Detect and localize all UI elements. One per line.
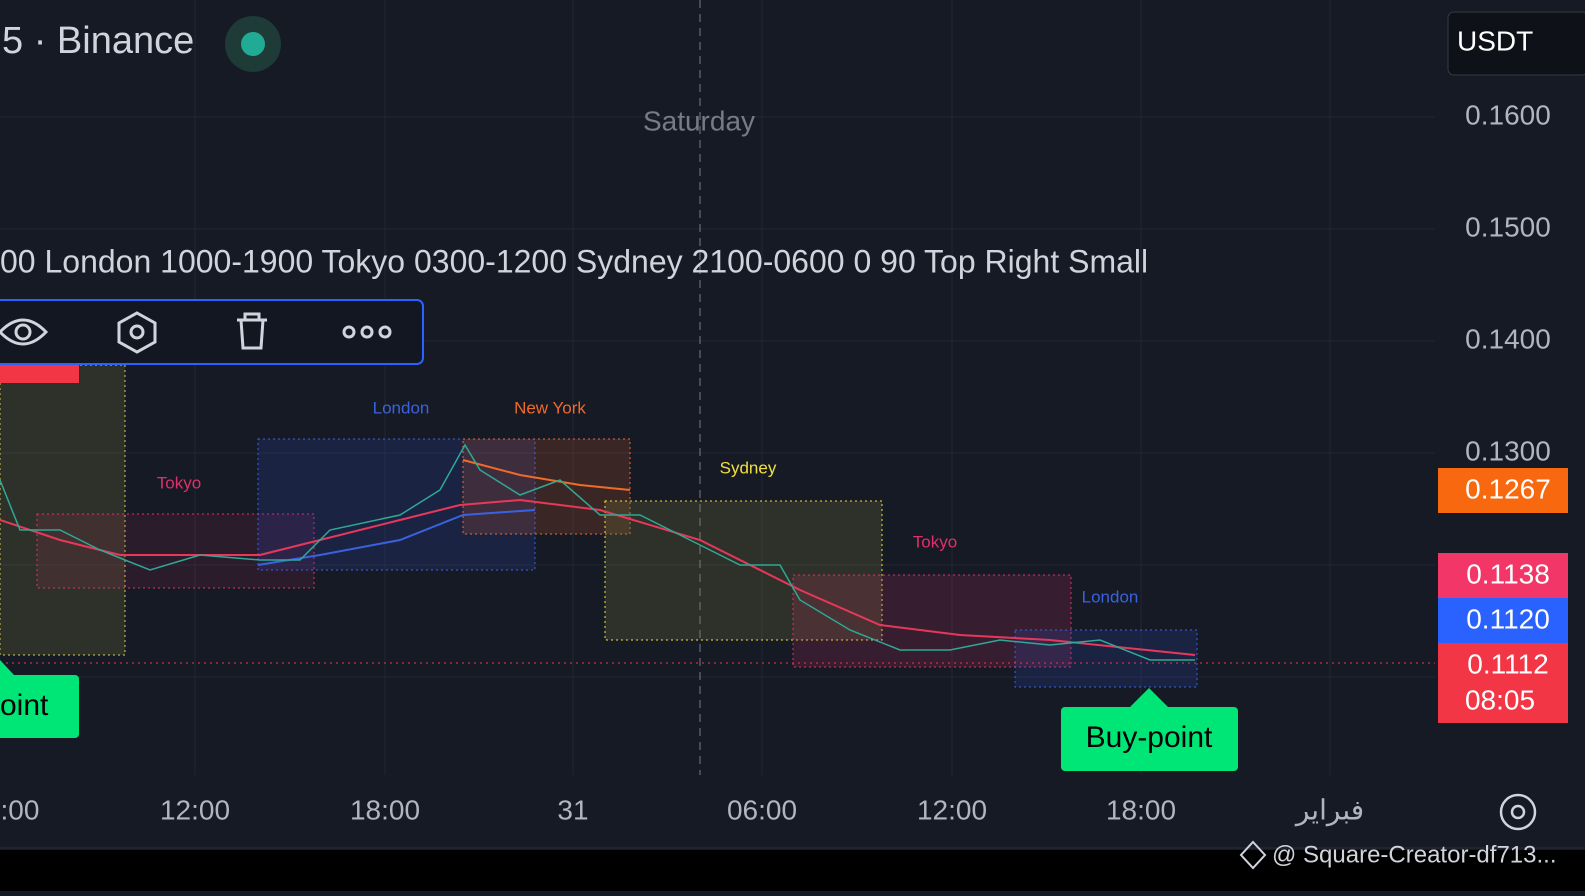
- price-badge-text: 0.1120: [1466, 603, 1550, 634]
- session-box: [1014, 629, 1198, 688]
- settings-button[interactable]: [1499, 793, 1537, 831]
- status-dot: [241, 32, 265, 56]
- moving-average: [462, 459, 631, 491]
- price-path: [0, 443, 1195, 661]
- moving-average: [257, 509, 536, 566]
- eye-icon[interactable]: [0, 318, 49, 346]
- price-label: 0.1300: [1465, 435, 1551, 466]
- time-label: 18:00: [350, 794, 420, 825]
- session-label: London: [373, 398, 430, 417]
- time-label: 06:00: [727, 794, 797, 825]
- time-label: :00: [1, 794, 40, 825]
- session-label: London: [1082, 587, 1139, 606]
- time-label: 31: [557, 794, 588, 825]
- price-badge-text: 0.1112: [1467, 648, 1548, 679]
- session-label: Sydney: [720, 458, 777, 477]
- watermark: @ Square-Creator-df713...: [1272, 841, 1557, 868]
- signal-pointer: [0, 660, 14, 675]
- signal-badge: [1061, 707, 1238, 771]
- session-box: [604, 500, 883, 641]
- price-badge: [1438, 643, 1568, 723]
- price-badge-text: 0.1267: [1465, 473, 1551, 504]
- more-icon[interactable]: [342, 325, 356, 339]
- price-label: 0.1500: [1465, 211, 1551, 242]
- footer: [0, 850, 1585, 891]
- sell-tag: [0, 365, 79, 383]
- signal-pointer: [1130, 688, 1168, 707]
- session-label: Tokyo: [913, 532, 957, 551]
- indicator-text: 00 London 1000-1900 Tokyo 0300-1200 Sydn…: [0, 243, 1148, 279]
- price-badge: [1438, 468, 1568, 513]
- session-label: Tokyo: [157, 473, 201, 492]
- settings-button-core: [1510, 804, 1526, 820]
- time-label: 12:00: [917, 794, 987, 825]
- price-badge: [1438, 598, 1568, 643]
- symbol: 5 · Binance: [2, 20, 194, 62]
- session-box: [257, 438, 536, 571]
- currency-selector[interactable]: [1447, 11, 1585, 76]
- price-label: 0.1400: [1465, 323, 1551, 354]
- session-box: [792, 574, 1072, 668]
- currency: USDT: [1457, 25, 1533, 56]
- toolbar: [0, 299, 424, 365]
- price-label: 0.1600: [1465, 99, 1551, 130]
- signal-label: oint: [0, 689, 49, 722]
- time-label: فبراير: [1294, 794, 1364, 826]
- session-label: New York: [514, 398, 586, 417]
- price-badge-text: 0.1138: [1466, 558, 1550, 589]
- time-label: 18:00: [1106, 794, 1176, 825]
- signal-label: Buy-point: [1086, 721, 1213, 754]
- time-label: 12:00: [160, 794, 230, 825]
- price-badge: [1438, 553, 1568, 598]
- signal-badge: [0, 675, 79, 738]
- moving-average: [0, 498, 1196, 656]
- toolbar-icons: [0, 311, 392, 354]
- session-box: [0, 364, 126, 656]
- settings-icon[interactable]: [117, 311, 157, 354]
- session-box: [36, 513, 315, 589]
- delete-icon[interactable]: [237, 312, 267, 350]
- countdown: 08:05: [1465, 684, 1535, 715]
- day-label: Saturday: [643, 105, 755, 136]
- binance-logo: [1239, 840, 1267, 870]
